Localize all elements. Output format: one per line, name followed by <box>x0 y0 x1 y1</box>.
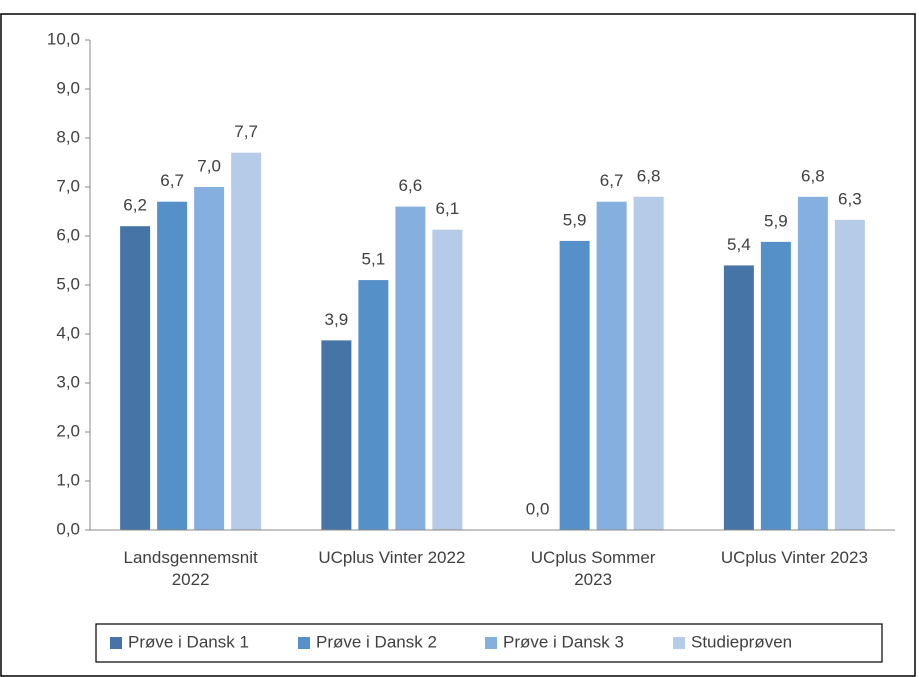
bar <box>432 229 463 530</box>
bar <box>120 226 151 530</box>
y-tick-label: 1,0 <box>56 470 80 489</box>
bar <box>194 187 225 530</box>
y-tick-label: 8,0 <box>56 127 80 146</box>
bar <box>559 240 590 530</box>
data-label: 0,0 <box>526 499 550 518</box>
legend-label: Studieprøven <box>691 632 792 651</box>
bar <box>231 152 262 530</box>
data-label: 5,9 <box>563 210 587 229</box>
y-tick-label: 3,0 <box>56 372 80 391</box>
legend-label: Prøve i Dansk 1 <box>128 632 249 651</box>
legend-swatch <box>485 637 497 649</box>
data-label: 6,1 <box>436 199 460 218</box>
y-tick-label: 4,0 <box>56 323 80 342</box>
data-label: 5,1 <box>362 250 386 269</box>
data-label: 6,6 <box>399 176 423 195</box>
legend-swatch <box>673 637 685 649</box>
chart-border <box>0 13 916 677</box>
bar <box>633 196 664 531</box>
data-label: 6,8 <box>637 166 661 185</box>
data-label: 3,9 <box>325 310 349 329</box>
data-label: 6,8 <box>801 166 825 185</box>
bar <box>797 196 828 531</box>
bar <box>395 206 426 530</box>
data-label: 5,9 <box>764 211 788 230</box>
data-label: 5,4 <box>727 235 751 254</box>
bar <box>157 201 188 530</box>
x-tick-label: UCplus Sommer 2023 <box>530 548 656 589</box>
bar <box>596 201 627 530</box>
data-label: 6,2 <box>123 196 147 215</box>
bar <box>723 265 754 530</box>
legend-swatch <box>298 637 310 649</box>
y-tick-label: 0,0 <box>56 519 80 538</box>
data-label: 7,7 <box>234 122 258 141</box>
y-tick-label: 6,0 <box>56 225 80 244</box>
data-label: 7,0 <box>197 156 221 175</box>
data-label: 6,7 <box>160 171 184 190</box>
x-tick-label: UCplus Vinter 2022 <box>318 548 466 567</box>
legend-label: Prøve i Dansk 3 <box>503 632 624 651</box>
legend-label: Prøve i Dansk 2 <box>316 632 437 651</box>
y-tick-label: 9,0 <box>56 78 80 97</box>
y-tick-label: 5,0 <box>56 274 80 293</box>
bar <box>760 241 791 530</box>
data-label: 6,7 <box>600 171 624 190</box>
legend-box <box>95 623 883 663</box>
bar <box>834 219 865 530</box>
bar <box>358 280 389 530</box>
bar <box>321 340 352 530</box>
y-tick-label: 7,0 <box>56 176 80 195</box>
data-label: 6,3 <box>838 189 862 208</box>
x-tick-label: Landsgennemsnit 2022 <box>123 548 258 589</box>
x-tick-label: UCplus Vinter 2023 <box>720 548 868 567</box>
y-tick-label: 10,0 <box>47 29 80 48</box>
y-tick-label: 2,0 <box>56 421 80 440</box>
legend-swatch <box>110 637 122 649</box>
